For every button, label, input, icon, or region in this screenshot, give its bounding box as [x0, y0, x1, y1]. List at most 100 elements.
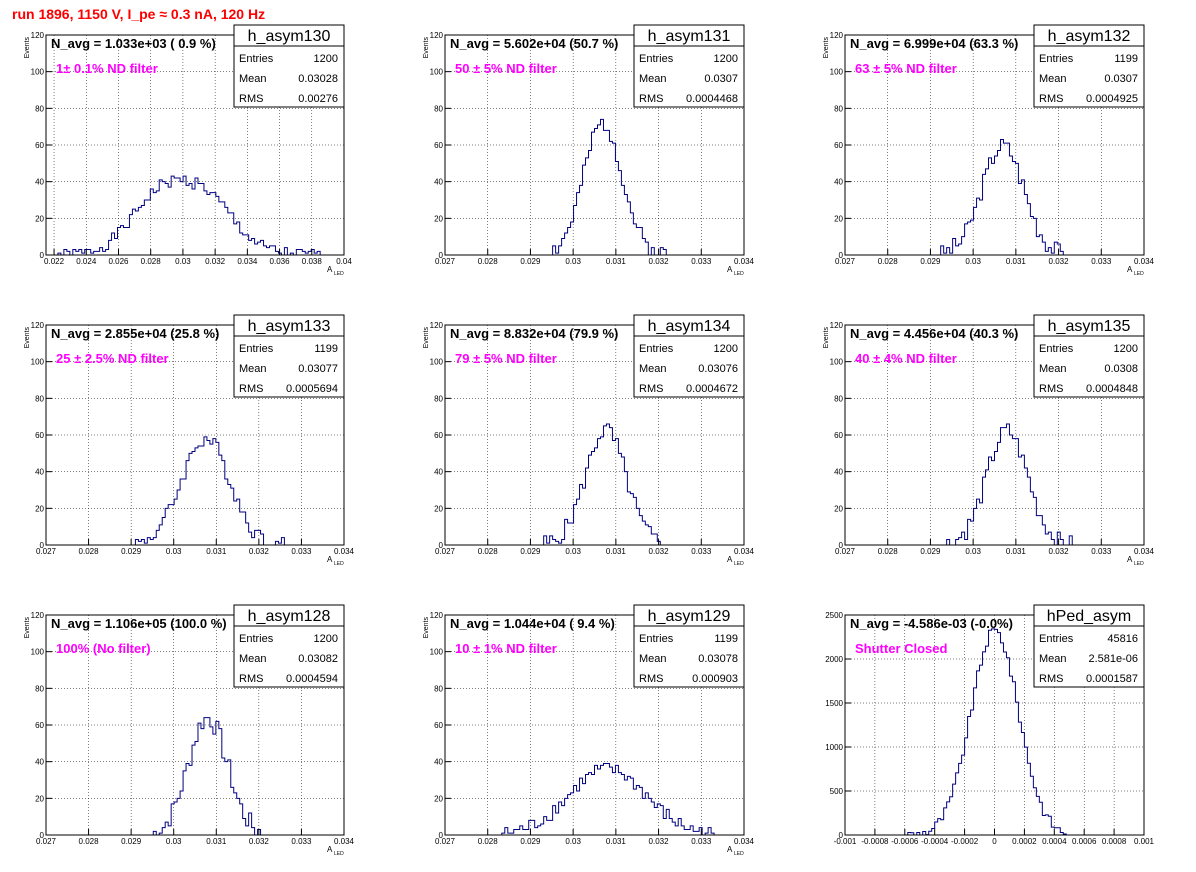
stats-value: 0.0004594: [286, 673, 338, 685]
x-axis-label: A: [327, 845, 333, 854]
stats-label: RMS: [639, 383, 663, 395]
stats-label: RMS: [1039, 673, 1063, 685]
x-tick-label: 0.031: [1006, 257, 1027, 266]
stats-value: 0.0307: [1104, 73, 1138, 85]
x-tick-label: 0.032: [1049, 547, 1070, 556]
x-tick-label: 0.03: [166, 547, 182, 556]
y-tick-label: 20: [434, 504, 443, 513]
histogram-panel-h_asym129: 0.027 0.028 0.029 0.03 0.031 0.032 0.033 0.034 0…: [423, 604, 755, 857]
y-tick-label: 60: [35, 721, 44, 730]
stats-label: Entries: [639, 53, 674, 65]
histogram-panel-h_asym134: 0.027 0.028 0.029 0.03 0.031 0.032 0.033 0.034 0…: [423, 314, 755, 567]
stats-label: RMS: [639, 673, 663, 685]
stats-label: Mean: [239, 73, 267, 85]
histogram-line: [445, 763, 744, 836]
x-axis-label-subscript: LED: [734, 561, 744, 567]
x-tick-label: 0.0008: [1102, 837, 1127, 846]
x-tick-label: 0.032: [1049, 257, 1070, 266]
stats-value: 0.03078: [698, 653, 738, 665]
stats-label: Mean: [1039, 363, 1067, 375]
stats-value: 0.0004468: [686, 93, 738, 105]
y-tick-label: 100: [430, 358, 444, 367]
x-tick-label: 0.0006: [1072, 837, 1097, 846]
stats-box: [1033, 314, 1145, 398]
filter-label: 1± 0.1% ND filter: [56, 61, 158, 76]
y-tick-label: 20: [834, 214, 843, 223]
x-tick-label: 0.024: [76, 257, 97, 266]
stats-value: 2.581e-06: [1088, 653, 1138, 665]
y-tick-label: 120: [430, 611, 444, 620]
x-tick-label: 0.03: [965, 257, 981, 266]
stats-value: 0.03028: [298, 73, 338, 85]
stats-label: Mean: [239, 363, 267, 375]
stats-value: 0.0001587: [1086, 673, 1138, 685]
y-tick-label: 20: [35, 794, 44, 803]
y-tick-label: 0: [439, 541, 444, 550]
y-tick-label: 1500: [825, 699, 843, 708]
filter-label: 10 ± 1% ND filter: [455, 641, 557, 656]
stats-value: 0.03076: [698, 363, 738, 375]
x-tick-label: 0.028: [79, 837, 100, 846]
y-tick-label: 40: [35, 468, 44, 477]
stats-label: Mean: [639, 653, 667, 665]
y-tick-label: 120: [830, 31, 844, 40]
filter-label: 40 ± 4% ND filter: [855, 351, 957, 366]
y-tick-label: 40: [35, 758, 44, 767]
stats-label: Entries: [1039, 343, 1074, 355]
x-tick-label: 0.031: [206, 547, 227, 556]
x-tick-label: 0.031: [206, 837, 227, 846]
y-tick-label: 80: [35, 684, 44, 693]
y-tick-label: 120: [830, 321, 844, 330]
y-tick-label: 80: [834, 104, 843, 113]
x-tick-label: 0.028: [878, 547, 899, 556]
stats-value: 1199: [714, 633, 738, 645]
y-tick-label: 0: [40, 251, 45, 260]
y-tick-label: 120: [31, 611, 45, 620]
stats-label: Mean: [639, 73, 667, 85]
x-tick-label: 0.033: [691, 547, 712, 556]
x-tick-label: 0.034: [1134, 257, 1155, 266]
x-tick-label: 0.028: [878, 257, 899, 266]
x-tick-label: 0.04: [336, 257, 352, 266]
x-tick-label: 0.027: [36, 837, 57, 846]
y-tick-label: 0: [439, 831, 444, 840]
y-tick-label: 80: [434, 394, 443, 403]
y-tick-label: 120: [430, 31, 444, 40]
x-axis-label-subscript: LED: [734, 851, 744, 857]
filter-label: 79 ± 5% ND filter: [455, 351, 557, 366]
histogram-name: h_asym134: [648, 318, 731, 335]
y-axis-label: Events: [423, 37, 430, 59]
y-tick-label: 100: [430, 648, 444, 657]
x-axis-label-subscript: LED: [334, 271, 344, 277]
histogram-panel-h_asym130: 0.022 0.024 0.026 0.028 0.03 0.032 0.034 0.036 0…: [24, 24, 352, 277]
histogram-line: [46, 717, 344, 836]
x-tick-label: 0.027: [435, 837, 456, 846]
stats-box: [1033, 604, 1145, 688]
x-tick-label: 0.028: [79, 547, 100, 556]
histogram-line: [445, 423, 744, 546]
stats-value: 1200: [1114, 343, 1138, 355]
y-tick-label: 100: [31, 648, 45, 657]
y-tick-label: 100: [830, 358, 844, 367]
x-tick-label: 0.03: [166, 837, 182, 846]
y-tick-label: 100: [31, 68, 45, 77]
x-tick-label: 0.03: [565, 837, 581, 846]
y-tick-label: 100: [31, 358, 45, 367]
x-tick-label: 0.031: [606, 257, 627, 266]
x-tick-label: -0.0006: [891, 837, 919, 846]
stats-label: RMS: [239, 93, 263, 105]
x-tick-label: 0.029: [520, 837, 541, 846]
navg-label: N_avg = 1.033e+03 ( 0.9 %): [51, 36, 216, 51]
x-tick-label: -0.0008: [861, 837, 889, 846]
filter-label: 50 ± 5% ND filter: [455, 61, 557, 76]
y-tick-label: 100: [830, 68, 844, 77]
x-axis-label: A: [1127, 265, 1133, 274]
histogram-name: h_asym130: [248, 28, 331, 45]
x-tick-label: 0.03: [565, 257, 581, 266]
y-tick-label: 0: [40, 541, 45, 550]
stats-box: [1033, 24, 1145, 108]
y-tick-label: 60: [35, 431, 44, 440]
stats-label: RMS: [1039, 383, 1063, 395]
x-tick-label: -0.0004: [921, 837, 949, 846]
stats-label: Entries: [239, 53, 274, 65]
